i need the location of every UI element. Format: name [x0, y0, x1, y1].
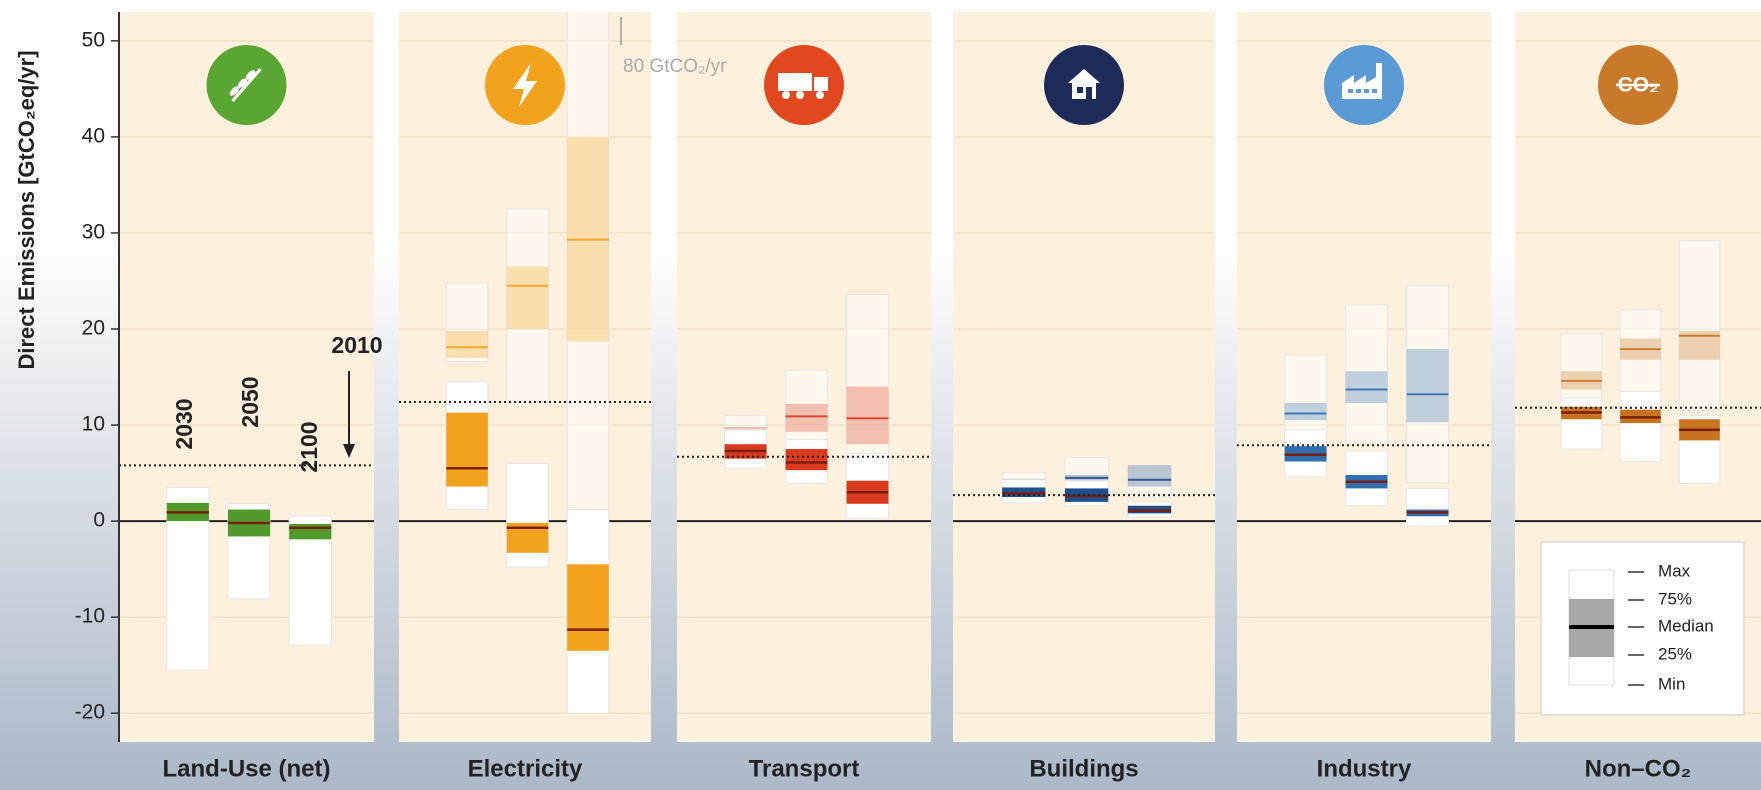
icon-glyph: [237, 78, 248, 88]
icon-glyph: [1086, 87, 1092, 99]
icon-glyph: [1364, 89, 1369, 93]
mitigation-box: [785, 449, 828, 471]
icon-glyph: [1077, 87, 1083, 93]
legend-label: Max: [1658, 561, 1691, 580]
icon-glyph: [782, 91, 790, 99]
year-label: 2100: [296, 421, 322, 472]
icon-glyph: [231, 68, 262, 102]
x-tick-label: Transport: [749, 755, 860, 782]
year-label: 2030: [171, 398, 197, 449]
x-tick-label: Land-Use (net): [163, 755, 331, 782]
baseline-range: [1284, 354, 1328, 440]
sector-panel: [953, 12, 1215, 742]
icon-glyph: [1356, 89, 1361, 93]
icon-glyph: [778, 73, 812, 91]
baseline-box: [506, 266, 549, 329]
baseline-box: [846, 386, 889, 445]
baseline-box: [1127, 465, 1172, 487]
panels: [119, 12, 1761, 742]
y-tick-label: -20: [75, 701, 105, 724]
baseline-box: [785, 403, 828, 432]
baseline-box: [1345, 371, 1388, 403]
icon-glyph: [513, 63, 537, 107]
baseline-range: [1345, 304, 1388, 445]
y-tick-label: 10: [82, 413, 105, 436]
icon-glyph: [796, 91, 804, 99]
x-tick-label: Non–CO₂: [1585, 755, 1692, 782]
y-tick-label: 50: [82, 28, 105, 51]
mitigation-range: [1619, 390, 1662, 463]
reference-label: 2010: [331, 332, 382, 358]
baseline-box: [1284, 402, 1327, 421]
baseline-range: [566, 12, 610, 512]
year-label: 2050: [237, 376, 263, 427]
baseline-box: [1406, 349, 1449, 423]
icon-glyph: [1372, 89, 1377, 93]
icon-glyph: [245, 70, 256, 80]
baseline-box: [446, 330, 488, 358]
x-tick-label: Buildings: [1029, 755, 1138, 782]
y-tick-label: 40: [82, 124, 105, 147]
baseline-range: [1678, 240, 1721, 412]
baseline-range: [1127, 464, 1172, 498]
annotation: 80 GtCO₂/yr: [623, 56, 727, 77]
icon-glyph: [1348, 89, 1353, 93]
baseline-range: [1619, 309, 1662, 392]
y-tick-label: 20: [82, 317, 105, 340]
baseline-range: [1560, 333, 1603, 402]
legend-label: Min: [1658, 674, 1685, 693]
mitigation-box: [567, 564, 609, 651]
legend-label: 75%: [1658, 589, 1692, 608]
y-tick-label: 0: [93, 509, 105, 532]
icon-glyph: [229, 86, 240, 96]
baseline-range: [445, 282, 489, 363]
legend: [1540, 541, 1745, 716]
x-tick-label: Industry: [1317, 755, 1412, 782]
icon-glyph: [814, 77, 828, 91]
y-axis-label: Direct Emissions [GtCO₂eq/yr]: [14, 50, 39, 369]
baseline-range: [846, 293, 889, 474]
legend-label: 25%: [1658, 644, 1692, 663]
mitigation-box: [289, 523, 332, 540]
baseline-range: [506, 208, 549, 402]
plot-area: [119, 12, 1761, 714]
baseline-range: [785, 369, 828, 450]
y-tick-label: 30: [82, 220, 105, 243]
y-tick-label: -10: [75, 605, 105, 628]
mitigation-range: [1406, 487, 1449, 527]
x-tick-label: Electricity: [468, 755, 583, 782]
mitigation-range: [1560, 397, 1603, 450]
legend-label: Median: [1658, 616, 1714, 635]
icon-glyph: [816, 91, 824, 99]
reference-arrowhead: [343, 444, 355, 458]
baseline-range: [1406, 285, 1449, 484]
mitigation-box: [446, 412, 488, 487]
